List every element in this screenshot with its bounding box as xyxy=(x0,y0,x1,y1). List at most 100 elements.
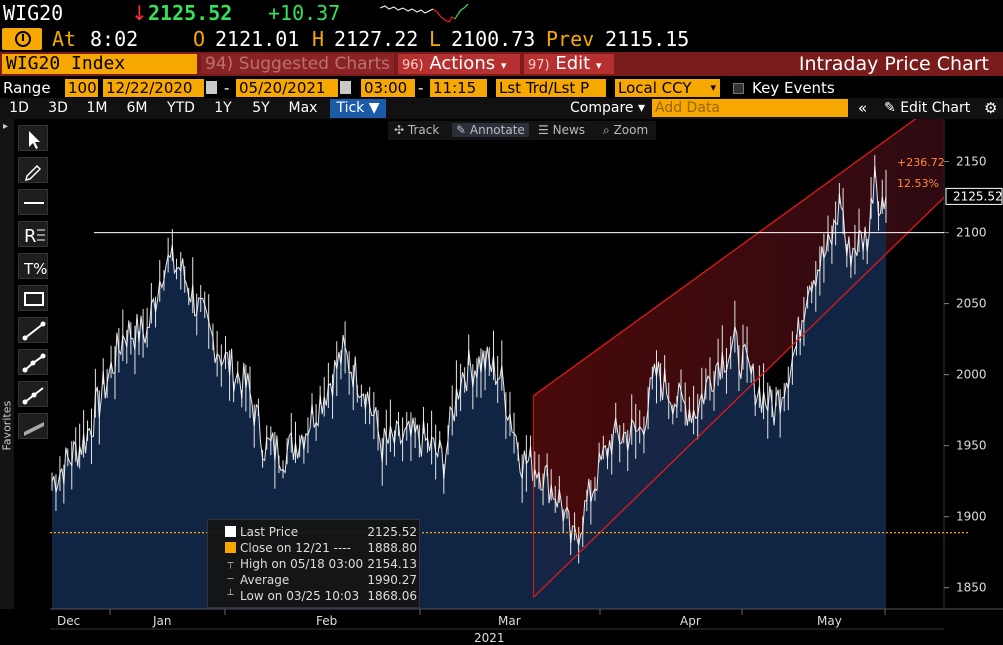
channel-upper-line xyxy=(532,119,917,397)
legend-high-value: 2154.13 xyxy=(367,557,417,571)
favorites-strip[interactable]: ▸ Favorites xyxy=(0,119,14,609)
clock-icon[interactable] xyxy=(2,28,42,50)
bars-field[interactable]: 100 xyxy=(65,79,98,97)
command-bar: WIG20 Index 94) Suggested Charts 96) Act… xyxy=(0,52,1003,76)
currency-select[interactable]: Local CCY ▾ xyxy=(615,79,720,97)
range-label: Range xyxy=(3,79,51,97)
last-price: 2125.52 xyxy=(148,1,233,25)
zoom-button[interactable]: ⌕ Zoom xyxy=(603,123,648,138)
quote-time: 8:02 xyxy=(90,27,139,51)
crosshair-icon: ✣ xyxy=(394,123,405,137)
x-axis: Dec Jan Feb Mar Apr May 2021 xyxy=(50,608,1003,645)
edit-chart-button[interactable]: ✎ Edit Chart xyxy=(884,99,970,118)
ticker-symbol: WIG20 xyxy=(3,1,64,25)
low-value: 2100.73 xyxy=(451,27,536,51)
suggested-charts-button[interactable]: 94) Suggested Charts xyxy=(201,54,394,74)
tab-6m[interactable]: 6M xyxy=(126,100,148,116)
security-field[interactable]: WIG20 Index xyxy=(2,54,197,74)
actions-num: 96) xyxy=(402,58,424,73)
svg-text:R: R xyxy=(24,226,37,247)
end-time-field[interactable]: 11:15 xyxy=(430,79,487,97)
cursor-icon[interactable] xyxy=(18,125,48,151)
news-label: News xyxy=(552,123,586,137)
y-tick-label: 1900 xyxy=(956,510,987,524)
edit-chart-label: Edit Chart xyxy=(900,100,971,116)
x-tick-label: Dec xyxy=(57,614,80,628)
low-label: L xyxy=(429,27,442,51)
down-arrow-icon: ↓ xyxy=(131,1,148,25)
x-tick-label: Apr xyxy=(680,614,701,628)
y-tick-label: 2150 xyxy=(956,155,987,169)
orange-square-icon xyxy=(225,542,236,553)
tab-1d[interactable]: 1D xyxy=(9,100,29,116)
legend-high-label: High on 05/18 03:00 xyxy=(240,557,364,571)
range-bar: Range 100 12/22/2020 - 05/20/2021 03:00 … xyxy=(0,76,1003,98)
legend-close-value: 1888.80 xyxy=(367,541,417,555)
collapse-icon[interactable]: « xyxy=(858,99,868,117)
track-button[interactable]: ✣ Track xyxy=(394,123,439,137)
gear-icon[interactable]: ⚙ xyxy=(984,99,998,117)
suggested-num: 94) xyxy=(205,54,234,74)
y-tick-label: 1950 xyxy=(956,439,987,453)
change-pct-label: 12.53% xyxy=(897,177,939,190)
tab-5y[interactable]: 5Y xyxy=(252,100,270,116)
legend-row-low: ┴ Low on 03/25 10:03 1868.06 xyxy=(208,588,421,604)
text-tool-icon[interactable]: R xyxy=(18,221,48,247)
high-value: 2127.22 xyxy=(334,27,419,51)
channel-lower-line xyxy=(532,196,945,598)
end-date-field[interactable]: 05/20/2021 xyxy=(236,79,338,97)
news-button[interactable]: ☰ News xyxy=(538,123,585,137)
legend-row-average: ─ Average 1990.27 xyxy=(208,572,421,588)
x-tick-label: Feb xyxy=(316,614,337,628)
tab-tick[interactable]: Tick ▼ xyxy=(330,99,386,118)
key-events-checkbox[interactable] xyxy=(733,83,744,94)
polyline-icon[interactable] xyxy=(18,349,48,375)
add-data-input[interactable]: Add Data xyxy=(652,99,848,117)
calendar-icon[interactable] xyxy=(340,81,351,94)
start-time-field[interactable]: 03:00 xyxy=(361,79,415,97)
plot-area: +236.72 12.53% xyxy=(50,119,970,609)
edit-menu-button[interactable]: 97) Edit ▾ xyxy=(524,54,614,74)
chevron-right-icon: ▸ xyxy=(3,121,9,132)
actions-label: Actions xyxy=(429,53,496,74)
drawing-toolbar: ▸ Favorites R T% xyxy=(0,119,52,609)
actions-menu-button[interactable]: 96) Actions ▾ xyxy=(398,54,520,74)
legend-average-label: Average xyxy=(240,573,290,587)
last-price-tag-label: 2125.52 xyxy=(953,189,1003,203)
currency-value: Local CCY xyxy=(618,79,692,97)
sparkline-icon xyxy=(380,3,469,23)
at-label: At xyxy=(52,27,77,51)
edit-label: Edit xyxy=(555,53,591,74)
legend-last-value: 2125.52 xyxy=(367,525,417,539)
tab-max[interactable]: Max xyxy=(288,100,318,116)
pencil-icon[interactable] xyxy=(18,157,48,183)
tab-1y[interactable]: 1Y xyxy=(214,100,232,116)
price-mode-select[interactable]: Lst Trd/Lst P xyxy=(496,79,606,97)
tab-1m[interactable]: 1M xyxy=(86,100,108,116)
rectangle-icon[interactable] xyxy=(18,285,48,311)
start-date-field[interactable]: 12/22/2020 xyxy=(103,79,204,97)
line-icon[interactable] xyxy=(18,317,48,343)
last-price-tag xyxy=(945,187,1003,205)
ray-icon[interactable] xyxy=(18,381,48,407)
change-abs-label: +236.72 xyxy=(897,156,945,169)
x-tick-label: May xyxy=(817,614,842,628)
calendar-icon[interactable] xyxy=(206,81,217,94)
legend-row-last: Last Price 2125.52 xyxy=(208,524,421,540)
chevron-down-icon: ▾ xyxy=(500,59,507,72)
annotate-button[interactable]: ✎ Annotate xyxy=(452,123,529,137)
price-chart[interactable]: +236.72 12.53% 1850 1900 1950 2000 2050 2100 21… xyxy=(0,119,1003,645)
x-tick-label: Mar xyxy=(498,614,521,628)
hline-icon[interactable] xyxy=(18,189,48,215)
fib-icon[interactable]: T% xyxy=(18,253,48,279)
net-change: +10.37 xyxy=(268,1,341,25)
price-area xyxy=(52,166,886,609)
x-year-label: 2021 xyxy=(474,631,505,645)
tab-ytd[interactable]: YTD xyxy=(167,100,195,116)
key-events-label: Key Events xyxy=(752,79,835,97)
white-square-icon xyxy=(225,526,236,537)
suggested-label: Suggested Charts xyxy=(238,54,391,74)
tab-3d[interactable]: 3D xyxy=(48,100,68,116)
channel-icon[interactable] xyxy=(18,413,48,439)
compare-button[interactable]: Compare ▾ xyxy=(570,100,645,116)
